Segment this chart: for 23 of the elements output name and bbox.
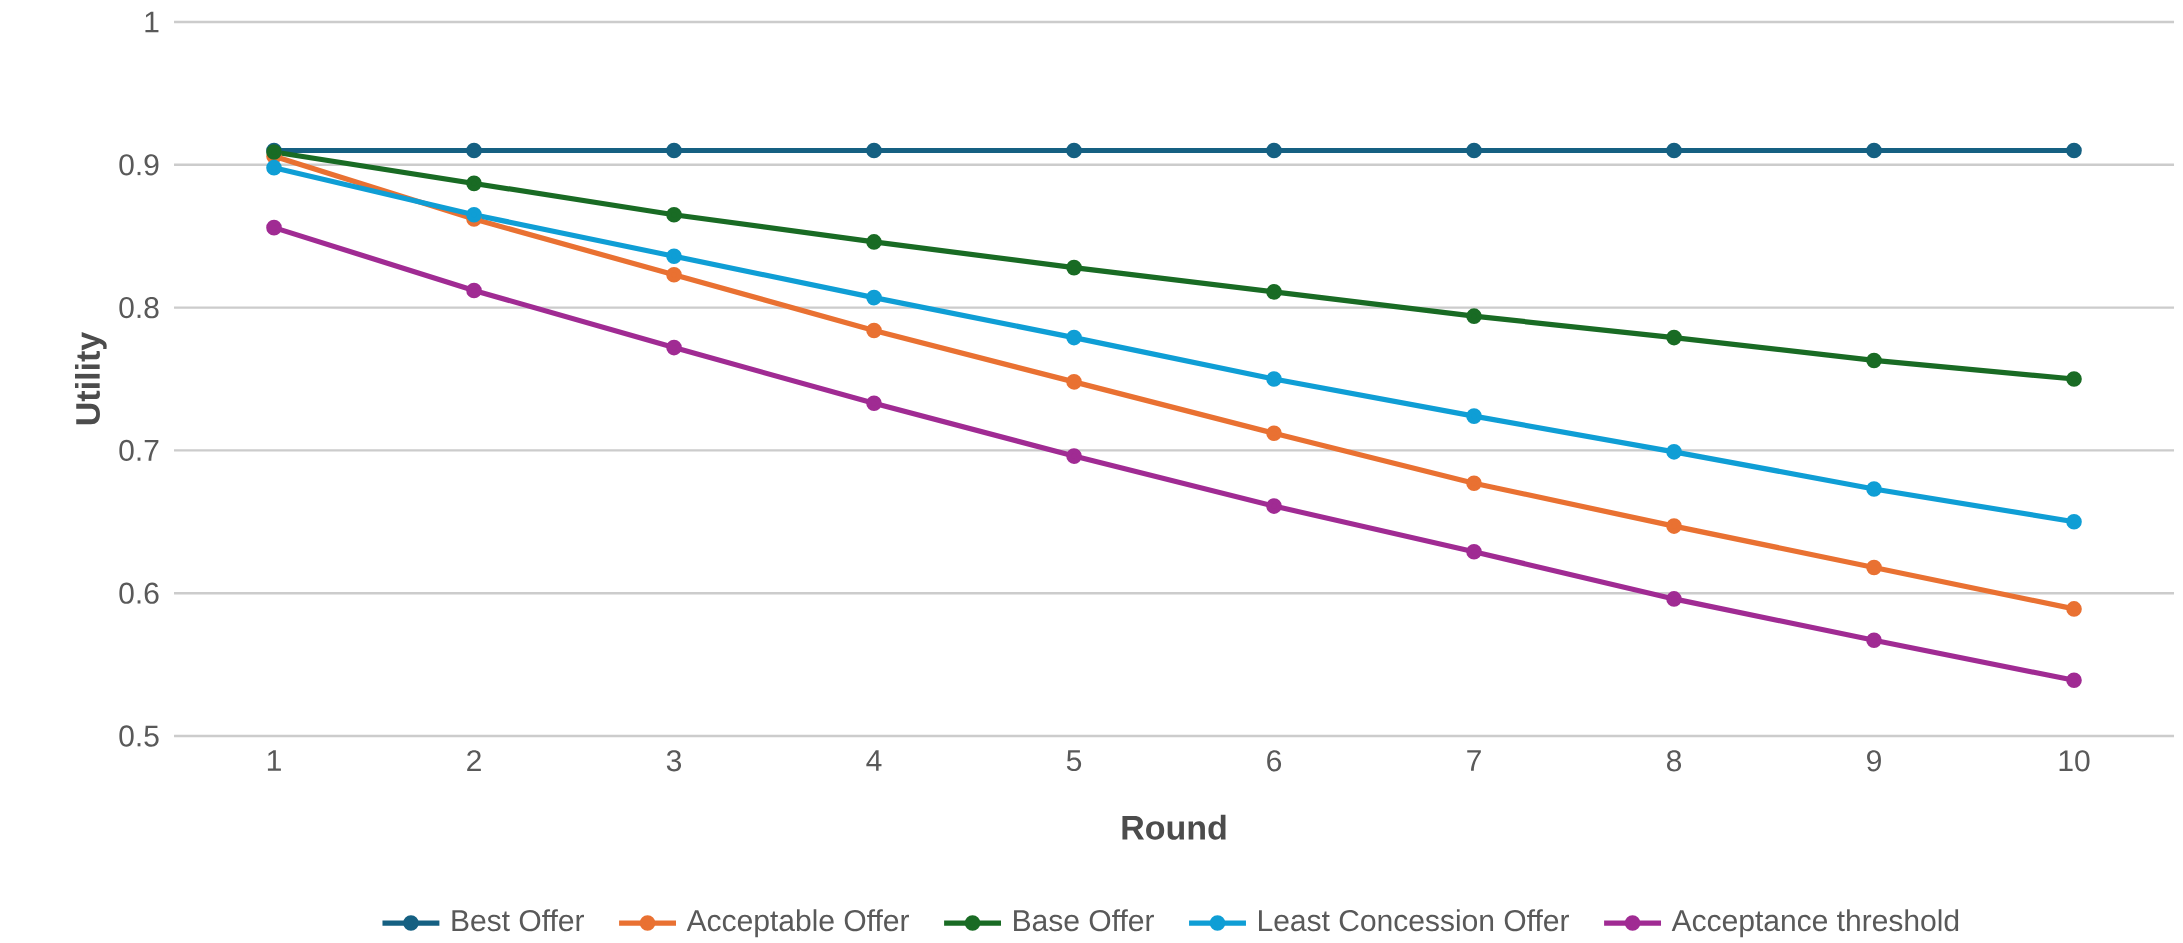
- y-axis-title: Utility: [75, 331, 107, 425]
- x-tick-label: 1: [267, 750, 281, 771]
- x-tick-label: 8: [1667, 750, 1682, 772]
- x-tick-label: 3: [666, 750, 682, 772]
- y-tick-label: 0.6: [119, 582, 159, 604]
- x-tick-label: 5: [1066, 750, 1082, 772]
- y-tick-label: 0.7: [119, 439, 159, 462]
- legend-label: Base Offer: [1014, 909, 1154, 932]
- legend-label: Acceptable Offer: [686, 909, 909, 938]
- y-tick-label: 0.5: [119, 725, 159, 747]
- x-tick-label: 2: [467, 750, 481, 772]
- x-tick-label: 10: [2059, 750, 2090, 772]
- legend-label: Best Offer: [452, 909, 584, 932]
- y-tick-label: 1: [145, 11, 159, 33]
- legend-label: Acceptance threshold: [1671, 909, 1959, 938]
- y-tick-label: 0.8: [119, 296, 159, 319]
- x-tick-label: 6: [1267, 750, 1282, 772]
- x-tick-label: 7: [1467, 750, 1481, 771]
- x-tick-label: 4: [866, 750, 882, 771]
- legend-label: Least Concession Offer: [1259, 909, 1569, 932]
- x-axis-title: Round: [1122, 814, 1226, 840]
- y-tick-label: 0.9: [119, 154, 159, 176]
- x-tick-label: 9: [1867, 750, 1881, 772]
